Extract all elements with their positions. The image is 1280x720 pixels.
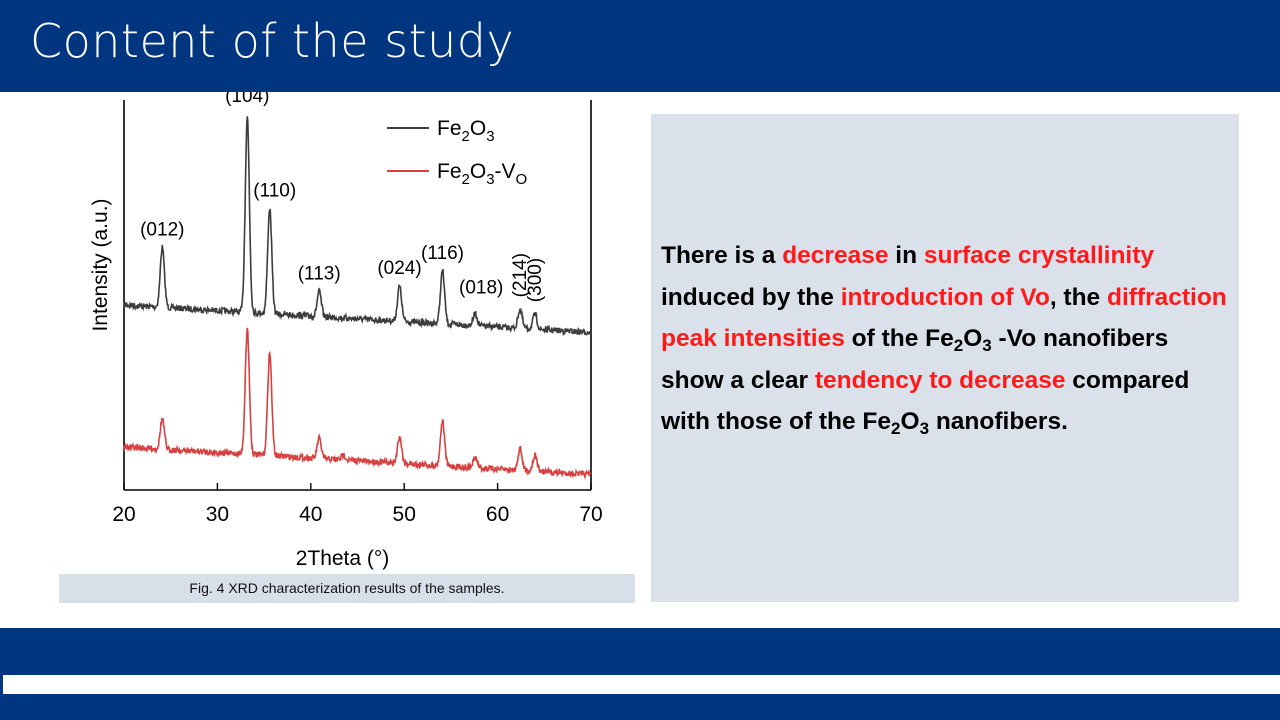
description-segment: nanofibers. <box>929 408 1068 435</box>
peak-label: (024) <box>377 258 421 279</box>
peak-label: (116) <box>421 243 464 264</box>
peak-label: (110) <box>253 181 296 202</box>
figure-caption: Fig. 4 XRD characterization results of t… <box>59 574 635 603</box>
y-axis-label: Intensity (a.u.) <box>89 198 112 331</box>
peak-label: (214) <box>510 253 531 297</box>
legend-label-1: Fe2O3-VO <box>437 160 527 188</box>
description-segment: of the Fe <box>844 325 954 352</box>
description-segment: 3 <box>982 336 992 355</box>
legend-text-part: Fe <box>437 117 462 140</box>
description-panel: There is a decrease in surface crystalli… <box>651 114 1239 602</box>
highlight-text: introduction of Vo <box>840 283 1050 311</box>
title-bar: Content of the study <box>0 0 1280 92</box>
legend-text-part: O <box>470 160 486 183</box>
xrd-chart: 20 30 40 50 60 70 2Theta (°) Intensity (a.u.) (1… <box>55 86 615 577</box>
highlight-text: surface crystallinity <box>923 242 1155 269</box>
legend-label-0: Fe2O3 <box>437 117 495 145</box>
x-tick-label: 40 <box>299 503 322 526</box>
footer-band-bottom <box>0 694 1280 720</box>
description-segment: 2 <box>953 336 964 355</box>
description-segment: 2 <box>891 419 901 438</box>
peak-label: (113) <box>298 263 341 284</box>
description-segment: O <box>900 408 920 435</box>
description-segment: O <box>963 325 983 352</box>
footer-stripe <box>0 675 1280 694</box>
description-segment: -Vo nanofibers show a clear <box>661 325 1169 394</box>
x-axis-label: 2Theta (°) <box>296 547 390 570</box>
series-line-1 <box>123 327 592 481</box>
highlight-text: diffraction peak intensities <box>661 283 1227 353</box>
xrd-chart-svg: 20 30 40 50 60 70 2Theta (°) Intensity (a.u.) (1… <box>89 86 603 570</box>
x-tick-label: 50 <box>393 503 416 526</box>
description-segment: , the <box>1049 283 1107 311</box>
legend-text-part: 3 <box>486 171 494 188</box>
description-segment: in <box>888 242 924 269</box>
legend-text-part: 3 <box>486 128 494 145</box>
legend-text-part: 2 <box>462 128 470 145</box>
peak-label: (300) <box>525 258 546 302</box>
peak-label: (104) <box>225 92 269 107</box>
legend-text-part: O <box>470 117 486 140</box>
legend-text-part: O <box>516 171 528 188</box>
peak-label: (018) <box>459 278 503 299</box>
x-tick-label: 60 <box>486 503 509 526</box>
description-segment: compared with those of the Fe <box>661 366 1190 436</box>
page-title: Content of the study <box>30 14 515 68</box>
description-segment: 3 <box>919 419 930 438</box>
peak-label: (012) <box>140 219 184 240</box>
x-tick-label: 70 <box>579 503 602 526</box>
legend-text-part: 2 <box>462 171 470 188</box>
description-text: There is a decrease in surface crystalli… <box>661 235 1231 443</box>
series-line-0 <box>123 116 592 337</box>
description-segment: induced by the <box>661 283 841 311</box>
x-tick-label: 20 <box>112 503 135 526</box>
x-tick-label: 30 <box>206 503 229 526</box>
legend-text-part: Fe <box>437 160 462 183</box>
description-segment: There is a <box>661 242 783 269</box>
footer-band <box>0 628 1280 675</box>
legend-text-part: -V <box>495 160 516 183</box>
highlight-text: decrease <box>782 242 889 269</box>
highlight-text: tendency to decrease <box>814 366 1066 394</box>
